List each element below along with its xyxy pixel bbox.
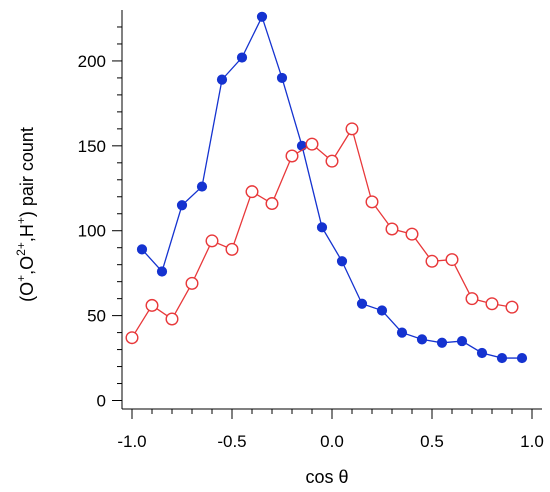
data-point: [265, 197, 279, 211]
data-point: [245, 185, 259, 199]
y-tick-label: 50: [87, 307, 106, 326]
data-point: [185, 276, 199, 290]
y-axis-title-part: (O: [17, 282, 37, 302]
data-point: [305, 137, 319, 151]
data-point: [445, 253, 459, 267]
data-point: [125, 331, 139, 345]
y-tick-label: 100: [78, 222, 106, 241]
y-tick-label: 0: [97, 392, 106, 411]
data-point: [285, 149, 299, 163]
data-point: [156, 266, 168, 277]
data-point: [225, 242, 239, 256]
axis-labels: cos θ (O+,O2+,H+) pair count: [14, 127, 349, 487]
data-point: [356, 298, 368, 309]
x-tick-label: -1.0: [117, 432, 146, 451]
data-point: [256, 11, 268, 22]
y-tick-label: 200: [78, 52, 106, 71]
y-tick-label: 150: [78, 137, 106, 156]
x-tick-label: 1.0: [520, 432, 544, 451]
data-point: [365, 195, 379, 209]
series-layer: [125, 11, 528, 364]
data-point: [316, 222, 328, 233]
data-point: [496, 352, 508, 364]
data-point: [196, 181, 208, 192]
data-point: [476, 347, 488, 359]
data-point: [136, 244, 148, 255]
data-point: [505, 300, 519, 314]
data-point: [425, 254, 439, 268]
x-axis-title: cos θ: [305, 467, 348, 487]
data-point: [416, 334, 428, 345]
data-point: [216, 74, 228, 85]
y-axis-title: (O+,O2+,H+) pair count: [14, 127, 37, 302]
series-line: [131, 127, 513, 339]
data-point: [485, 297, 499, 311]
data-point: [376, 305, 388, 316]
data-point: [456, 335, 468, 347]
data-point: [205, 234, 219, 248]
data-point: [436, 337, 448, 348]
y-axis-title-part: ) pair count: [17, 127, 37, 217]
axes: 0 50 100 150 200 -1.0 -0.5 0.0 0.5 1.0: [78, 10, 544, 451]
data-point: [385, 222, 399, 236]
x-tick-label: 0.5: [420, 432, 444, 451]
data-point: [176, 200, 188, 211]
data-point: [325, 154, 339, 168]
data-point: [405, 227, 419, 241]
series-2: [125, 122, 519, 345]
data-point: [465, 292, 479, 306]
y-axis-title-part: ,O: [17, 256, 37, 275]
y-axis-title-superscript: +: [14, 217, 28, 224]
x-tick-label: 0.0: [320, 432, 344, 451]
y-axis-title-superscript: +: [14, 275, 28, 282]
data-point: [236, 52, 248, 63]
y-axis-title-superscript: 2+: [14, 242, 28, 256]
data-point: [336, 256, 348, 267]
data-point: [296, 140, 308, 151]
data-point: [276, 72, 288, 84]
data-point: [516, 352, 528, 364]
x-tick-label: -0.5: [217, 432, 246, 451]
data-point: [165, 312, 179, 326]
y-axis-title-part: ,H: [17, 224, 37, 242]
data-point: [145, 298, 159, 312]
series-1: [136, 11, 528, 364]
data-point: [396, 327, 408, 338]
data-point: [345, 122, 359, 136]
